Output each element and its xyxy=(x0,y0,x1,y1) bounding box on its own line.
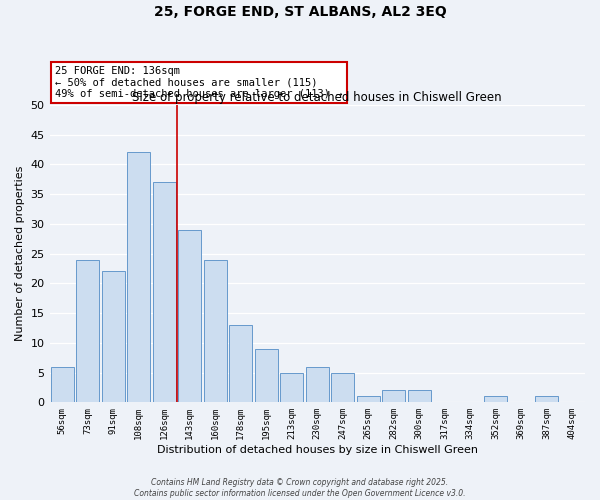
Text: 25 FORGE END: 136sqm
← 50% of detached houses are smaller (115)
49% of semi-deta: 25 FORGE END: 136sqm ← 50% of detached h… xyxy=(55,66,343,99)
Bar xyxy=(127,152,150,402)
X-axis label: Distribution of detached houses by size in Chiswell Green: Distribution of detached houses by size … xyxy=(157,445,478,455)
Bar xyxy=(535,396,558,402)
Bar xyxy=(76,260,99,402)
Bar xyxy=(408,390,431,402)
Y-axis label: Number of detached properties: Number of detached properties xyxy=(15,166,25,342)
Bar xyxy=(178,230,201,402)
Bar xyxy=(382,390,405,402)
Bar xyxy=(357,396,380,402)
Bar xyxy=(280,372,303,402)
Bar xyxy=(229,325,252,402)
Bar xyxy=(204,260,227,402)
Text: Contains HM Land Registry data © Crown copyright and database right 2025.
Contai: Contains HM Land Registry data © Crown c… xyxy=(134,478,466,498)
Bar xyxy=(153,182,176,402)
Bar xyxy=(331,372,354,402)
Bar xyxy=(484,396,507,402)
Title: Size of property relative to detached houses in Chiswell Green: Size of property relative to detached ho… xyxy=(133,90,502,104)
Bar xyxy=(102,272,125,402)
Text: 25, FORGE END, ST ALBANS, AL2 3EQ: 25, FORGE END, ST ALBANS, AL2 3EQ xyxy=(154,5,446,19)
Bar xyxy=(255,349,278,403)
Bar xyxy=(51,366,74,402)
Bar xyxy=(306,366,329,402)
